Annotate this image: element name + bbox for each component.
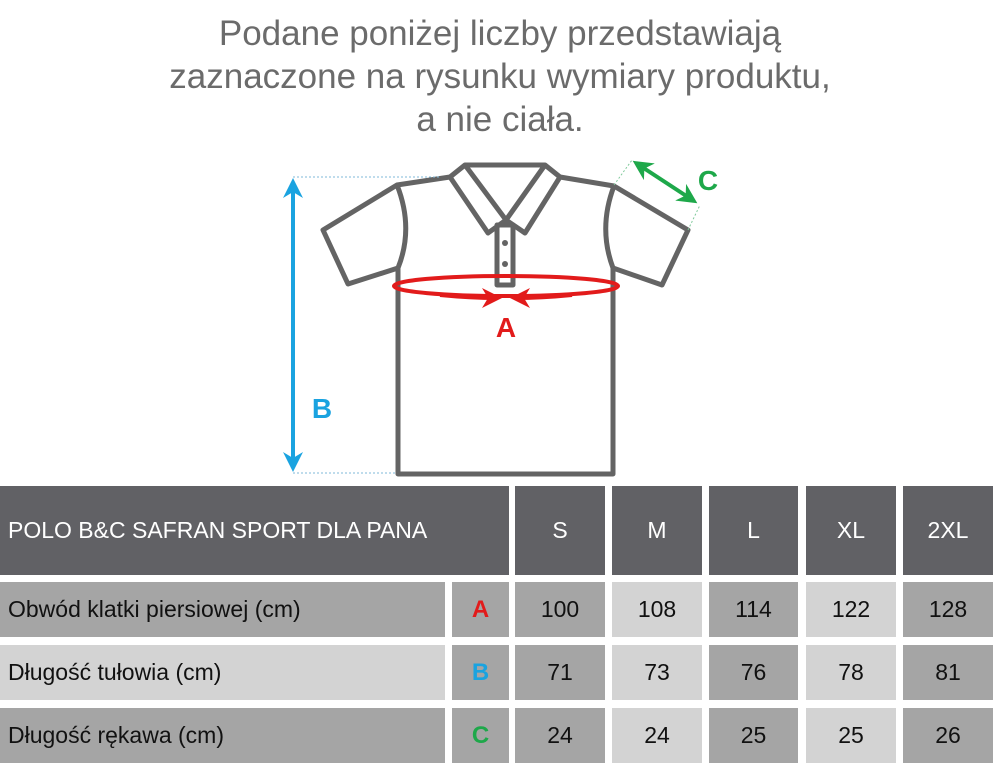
row-letter: C [452,708,509,763]
heading: Podane poniżej liczby przedstawiają zazn… [0,12,1000,141]
heading-line-2: zaznaczone na rysunku wymiary produktu, [169,57,831,96]
row-label: Obwód klatki piersiowej (cm) [0,582,445,637]
size-header-xl: XL [806,486,896,575]
value-cell: 71 [515,645,605,700]
value-cell: 122 [806,582,896,637]
row-letter: B [452,645,509,700]
label-b: B [312,393,332,424]
row-letter: A [452,582,509,637]
measure-c [613,159,701,231]
size-header-s: S [515,486,605,575]
value-cell: 26 [903,708,993,763]
value-cell: 78 [806,645,896,700]
button-icon [502,240,508,246]
label-a: A [496,312,516,343]
value-cell: 25 [806,708,896,763]
row-label: Długość rękawa (cm) [0,708,445,763]
value-cell: 128 [903,582,993,637]
label-c: C [698,165,718,196]
button-icon [502,261,508,267]
value-cell: 73 [612,645,702,700]
size-header-2xl: 2XL [903,486,993,575]
value-cell: 25 [709,708,798,763]
value-cell: 76 [709,645,798,700]
measure-b [283,176,440,474]
row-label: Długość tułowia (cm) [0,645,445,700]
heading-line-1: Podane poniżej liczby przedstawiają [218,14,782,53]
value-cell: 24 [515,708,605,763]
shirt-outline [320,162,691,477]
value-cell: 81 [903,645,993,700]
value-cell: 114 [709,582,798,637]
size-header-m: M [612,486,702,575]
table-title: POLO B&C SAFRAN SPORT DLA PANA [0,486,509,575]
value-cell: 108 [612,582,702,637]
measure-a [392,274,620,308]
value-cell: 100 [515,582,605,637]
value-cell: 24 [612,708,702,763]
size-header-l: L [709,486,798,575]
heading-line-3: a nie ciała. [416,100,584,139]
